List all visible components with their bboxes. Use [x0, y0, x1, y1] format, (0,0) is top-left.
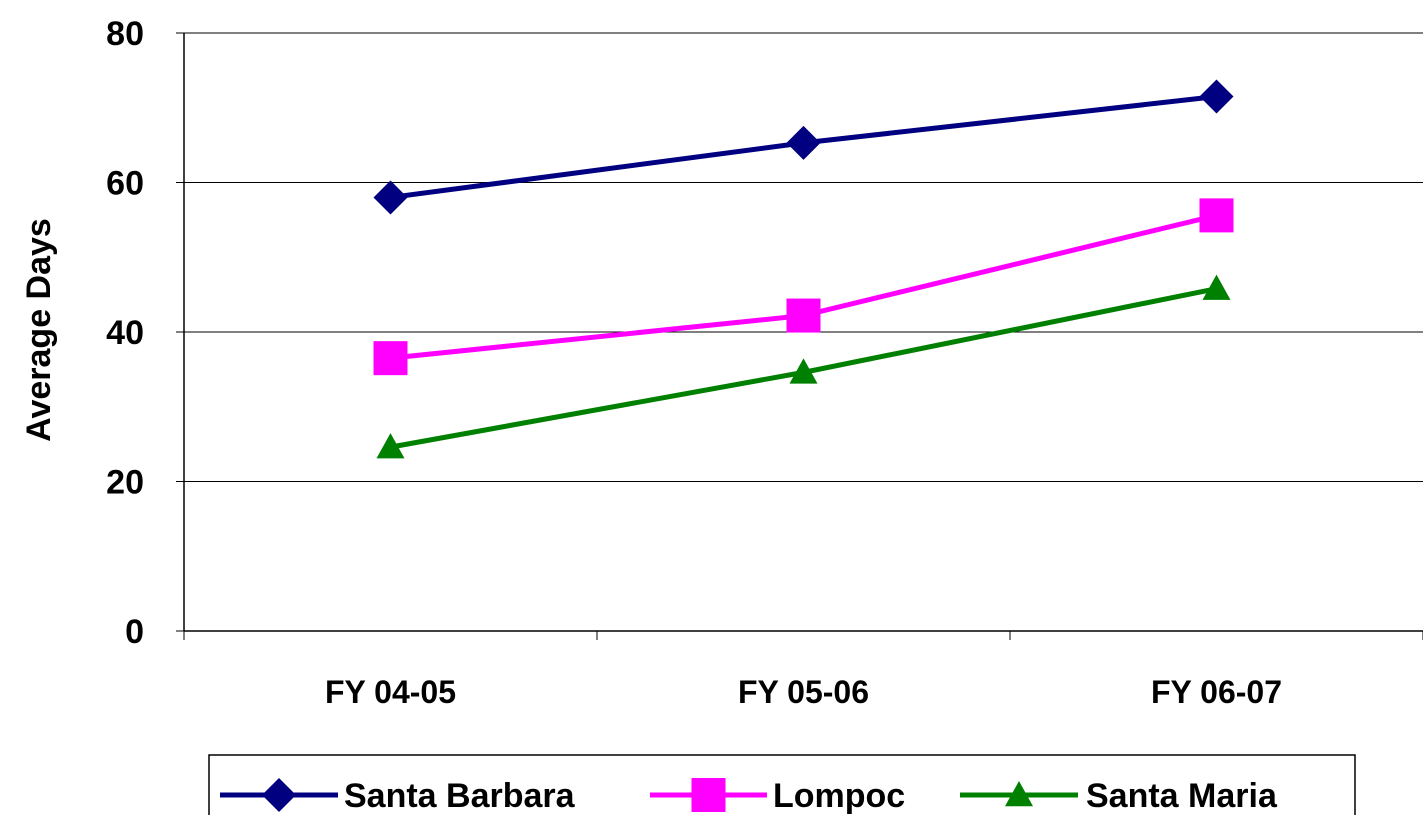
data-point-santa-maria	[1202, 274, 1231, 300]
x-tick-labels: FY 04-05 FY 05-06 FY 06-07	[325, 674, 1282, 710]
y-tick-label: 40	[106, 314, 144, 352]
data-point-santa-barbara	[786, 125, 821, 160]
data-point-lompoc	[786, 298, 821, 333]
legend-label: Lompoc	[773, 777, 905, 815]
legend-box	[208, 754, 1356, 815]
series-line-lompoc	[390, 212, 1218, 361]
y-tick-label: 0	[125, 613, 144, 651]
x-tick-label: FY 05-06	[738, 674, 869, 710]
x-tick-label: FY 06-07	[1151, 674, 1282, 710]
y-tick-label: 20	[106, 464, 144, 502]
legend-marker	[1005, 781, 1033, 807]
y-axis-title: Average Days	[20, 218, 58, 442]
y-tick-labels: 0 20 40 60 80	[106, 15, 144, 651]
data-point-santa-barbara	[1199, 79, 1234, 114]
legend-item-santa-barbara: Santa Barbara	[220, 777, 576, 815]
series-santa-barbara	[373, 79, 1234, 215]
legend-label: Santa Maria	[1086, 777, 1278, 815]
data-point-santa-barbara	[373, 180, 408, 215]
gridlines	[184, 32, 1423, 482]
x-tick-label: FY 04-05	[325, 674, 456, 710]
series-lompoc	[373, 198, 1234, 376]
legend-item-lompoc: Lompoc	[650, 777, 905, 815]
series-santa-maria	[376, 274, 1231, 459]
y-tick-label: 80	[106, 15, 144, 53]
legend-label: Santa Barbara	[344, 777, 576, 815]
legend-item-santa-maria: Santa Maria	[960, 777, 1278, 815]
data-point-lompoc	[373, 341, 408, 376]
legend-marker	[691, 778, 726, 812]
data-point-santa-maria	[376, 433, 405, 459]
legend-marker	[262, 778, 296, 812]
series-group	[373, 79, 1234, 459]
legend: Santa Barbara Lompoc Santa Maria	[208, 754, 1356, 815]
axes	[176, 32, 1423, 640]
data-point-santa-maria	[789, 358, 818, 384]
y-tick-label: 60	[106, 165, 144, 203]
data-point-lompoc	[1199, 198, 1234, 233]
